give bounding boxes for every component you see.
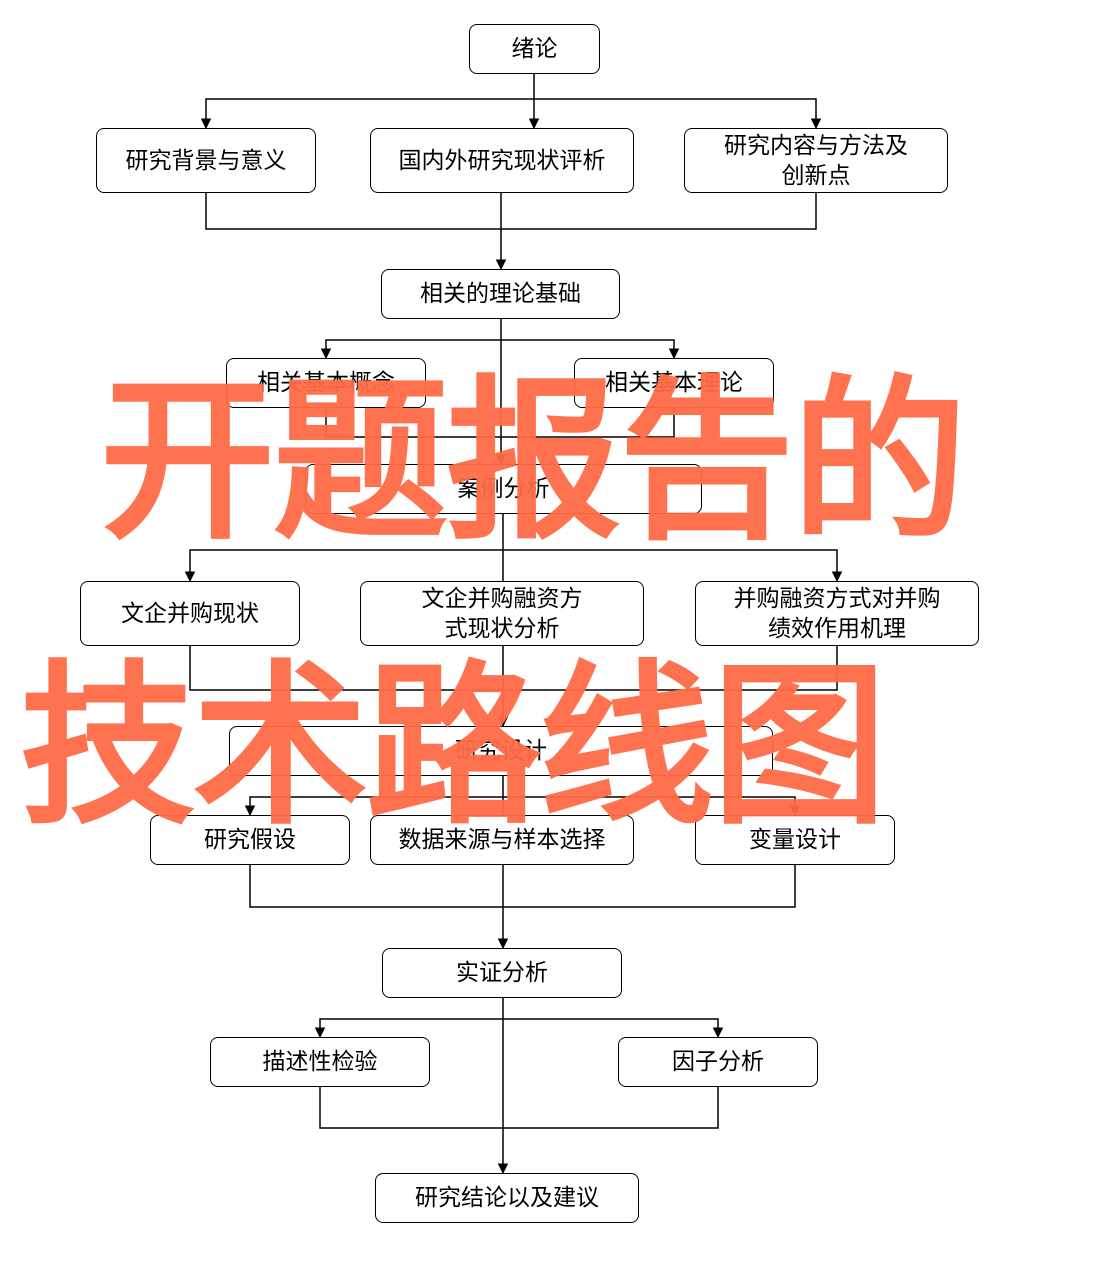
node-n_desc: 描述性检验 [210,1037,430,1087]
overlay-line-1: 开题报告的 [100,375,965,550]
edge [534,193,816,229]
node-n_mech: 并购融资方式对并购绩效作用机理 [695,581,979,646]
node-n_mastatus: 文企并购现状 [80,581,300,646]
edge [503,1019,718,1037]
node-n_fin: 文企并购融资方式现状分析 [360,581,644,646]
node-n_method: 研究内容与方法及创新点 [684,128,948,193]
edge [503,865,795,907]
flowchart-canvas: 绪论研究背景与意义国内外研究现状评析研究内容与方法及创新点相关的理论基础相关基本… [0,0,1106,1280]
node-n_bg: 研究背景与意义 [96,128,316,193]
node-n_factor: 因子分析 [618,1037,818,1087]
node-n_intro: 绪论 [469,24,600,74]
edge [320,1019,503,1037]
edge [326,340,501,358]
node-n_emp: 实证分析 [382,948,622,998]
overlay-line-2: 技术路线图 [20,660,885,835]
node-n_review: 国内外研究现状评析 [370,128,634,193]
edge [501,340,674,358]
edge [206,193,534,229]
edge [320,1087,503,1128]
edge [503,1087,718,1128]
edge [534,99,816,128]
node-n_theory: 相关的理论基础 [381,269,620,319]
edge [250,865,503,907]
node-n_concl: 研究结论以及建议 [375,1173,639,1223]
edge [206,99,534,128]
